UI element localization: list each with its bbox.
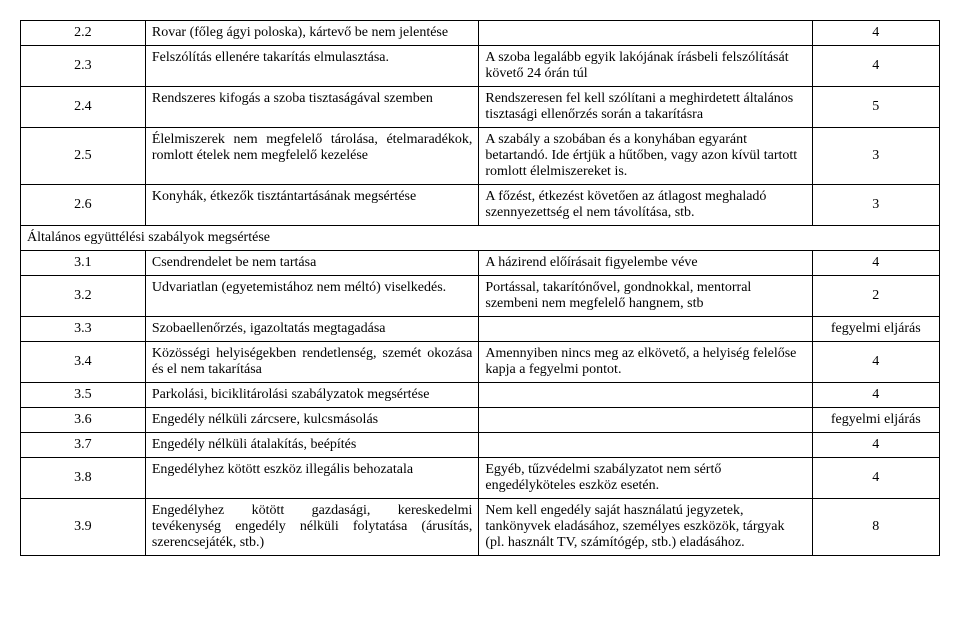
points-cell: 2: [812, 276, 939, 317]
note-cell: Amennyiben nincs meg az elkövető, a hely…: [479, 342, 812, 383]
note-cell: Nem kell engedély saját használatú jegyz…: [479, 499, 812, 556]
row-number-cell: 3.1: [21, 251, 146, 276]
row-number-cell: 3.6: [21, 408, 146, 433]
note-cell: [479, 383, 812, 408]
note-cell: [479, 21, 812, 46]
description-cell: Engedélyhez kötött eszköz illegális beho…: [145, 458, 479, 499]
points-cell: 4: [812, 383, 939, 408]
row-number-cell: 3.2: [21, 276, 146, 317]
note-cell: [479, 408, 812, 433]
note-cell: Portással, takarítónővel, gondnokkal, me…: [479, 276, 812, 317]
row-number-cell: 3.5: [21, 383, 146, 408]
note-cell: [479, 317, 812, 342]
points-cell: 4: [812, 458, 939, 499]
table-row: 2.5Élelmiszerek nem megfelelő tárolása, …: [21, 128, 940, 185]
table-row: 2.4Rendszeres kifogás a szoba tisztaságá…: [21, 87, 940, 128]
row-number-cell: 3.7: [21, 433, 146, 458]
table-row: 3.7Engedély nélküli átalakítás, beépítés…: [21, 433, 940, 458]
row-number-cell: 2.2: [21, 21, 146, 46]
points-cell: 4: [812, 46, 939, 87]
description-cell: Élelmiszerek nem megfelelő tárolása, éte…: [145, 128, 479, 185]
description-cell: Rendszeres kifogás a szoba tisztaságával…: [145, 87, 479, 128]
row-number-cell: 3.8: [21, 458, 146, 499]
row-number-cell: 3.3: [21, 317, 146, 342]
points-cell: fegyelmi eljárás: [812, 408, 939, 433]
note-cell: [479, 433, 812, 458]
description-cell: Konyhák, étkezők tisztántartásának megsé…: [145, 185, 479, 226]
description-cell: Szobaellenőrzés, igazoltatás megtagadása: [145, 317, 479, 342]
table-row: 3.9Engedélyhez kötött gazdasági, kereske…: [21, 499, 940, 556]
table-row: 3.4Közösségi helyiségekben rendetlenség,…: [21, 342, 940, 383]
row-number-cell: 2.3: [21, 46, 146, 87]
note-cell: A házirend előírásait figyelembe véve: [479, 251, 812, 276]
row-number-cell: 2.4: [21, 87, 146, 128]
points-cell: 3: [812, 185, 939, 226]
rules-table: 2.2Rovar (főleg ágyi poloska), kártevő b…: [20, 20, 940, 556]
description-cell: Rovar (főleg ágyi poloska), kártevő be n…: [145, 21, 479, 46]
table-row: 3.2Udvariatlan (egyetemistához nem méltó…: [21, 276, 940, 317]
description-cell: Engedélyhez kötött gazdasági, kereskedel…: [145, 499, 479, 556]
row-number-cell: 2.6: [21, 185, 146, 226]
table-row: 2.6Konyhák, étkezők tisztántartásának me…: [21, 185, 940, 226]
points-cell: 4: [812, 251, 939, 276]
note-cell: A szoba legalább egyik lakójának írásbel…: [479, 46, 812, 87]
section-header-cell: Általános együttélési szabályok megsérté…: [21, 226, 940, 251]
table-row: 3.5Parkolási, biciklitárolási szabályzat…: [21, 383, 940, 408]
table-row: 3.3Szobaellenőrzés, igazoltatás megtagad…: [21, 317, 940, 342]
description-cell: Közösségi helyiségekben rendetlenség, sz…: [145, 342, 479, 383]
table-row: 2.2Rovar (főleg ágyi poloska), kártevő b…: [21, 21, 940, 46]
description-cell: Udvariatlan (egyetemistához nem méltó) v…: [145, 276, 479, 317]
points-cell: 4: [812, 342, 939, 383]
row-number-cell: 3.9: [21, 499, 146, 556]
description-cell: Csendrendelet be nem tartása: [145, 251, 479, 276]
description-cell: Engedély nélküli zárcsere, kulcsmásolás: [145, 408, 479, 433]
table-row: 3.1Csendrendelet be nem tartásaA háziren…: [21, 251, 940, 276]
note-cell: Egyéb, tűzvédelmi szabályzatot nem sértő…: [479, 458, 812, 499]
points-cell: 5: [812, 87, 939, 128]
points-cell: 3: [812, 128, 939, 185]
points-cell: 8: [812, 499, 939, 556]
row-number-cell: 2.5: [21, 128, 146, 185]
points-cell: 4: [812, 21, 939, 46]
description-cell: Felszólítás ellenére takarítás elmulaszt…: [145, 46, 479, 87]
description-cell: Parkolási, biciklitárolási szabályzatok …: [145, 383, 479, 408]
note-cell: A főzést, étkezést követően az átlagost …: [479, 185, 812, 226]
description-cell: Engedély nélküli átalakítás, beépítés: [145, 433, 479, 458]
points-cell: fegyelmi eljárás: [812, 317, 939, 342]
row-number-cell: 3.4: [21, 342, 146, 383]
table-row: Általános együttélési szabályok megsérté…: [21, 226, 940, 251]
note-cell: A szabály a szobában és a konyhában egya…: [479, 128, 812, 185]
table-row: 3.8Engedélyhez kötött eszköz illegális b…: [21, 458, 940, 499]
table-row: 2.3Felszólítás ellenére takarítás elmula…: [21, 46, 940, 87]
points-cell: 4: [812, 433, 939, 458]
table-row: 3.6Engedély nélküli zárcsere, kulcsmásol…: [21, 408, 940, 433]
note-cell: Rendszeresen fel kell szólítani a meghir…: [479, 87, 812, 128]
